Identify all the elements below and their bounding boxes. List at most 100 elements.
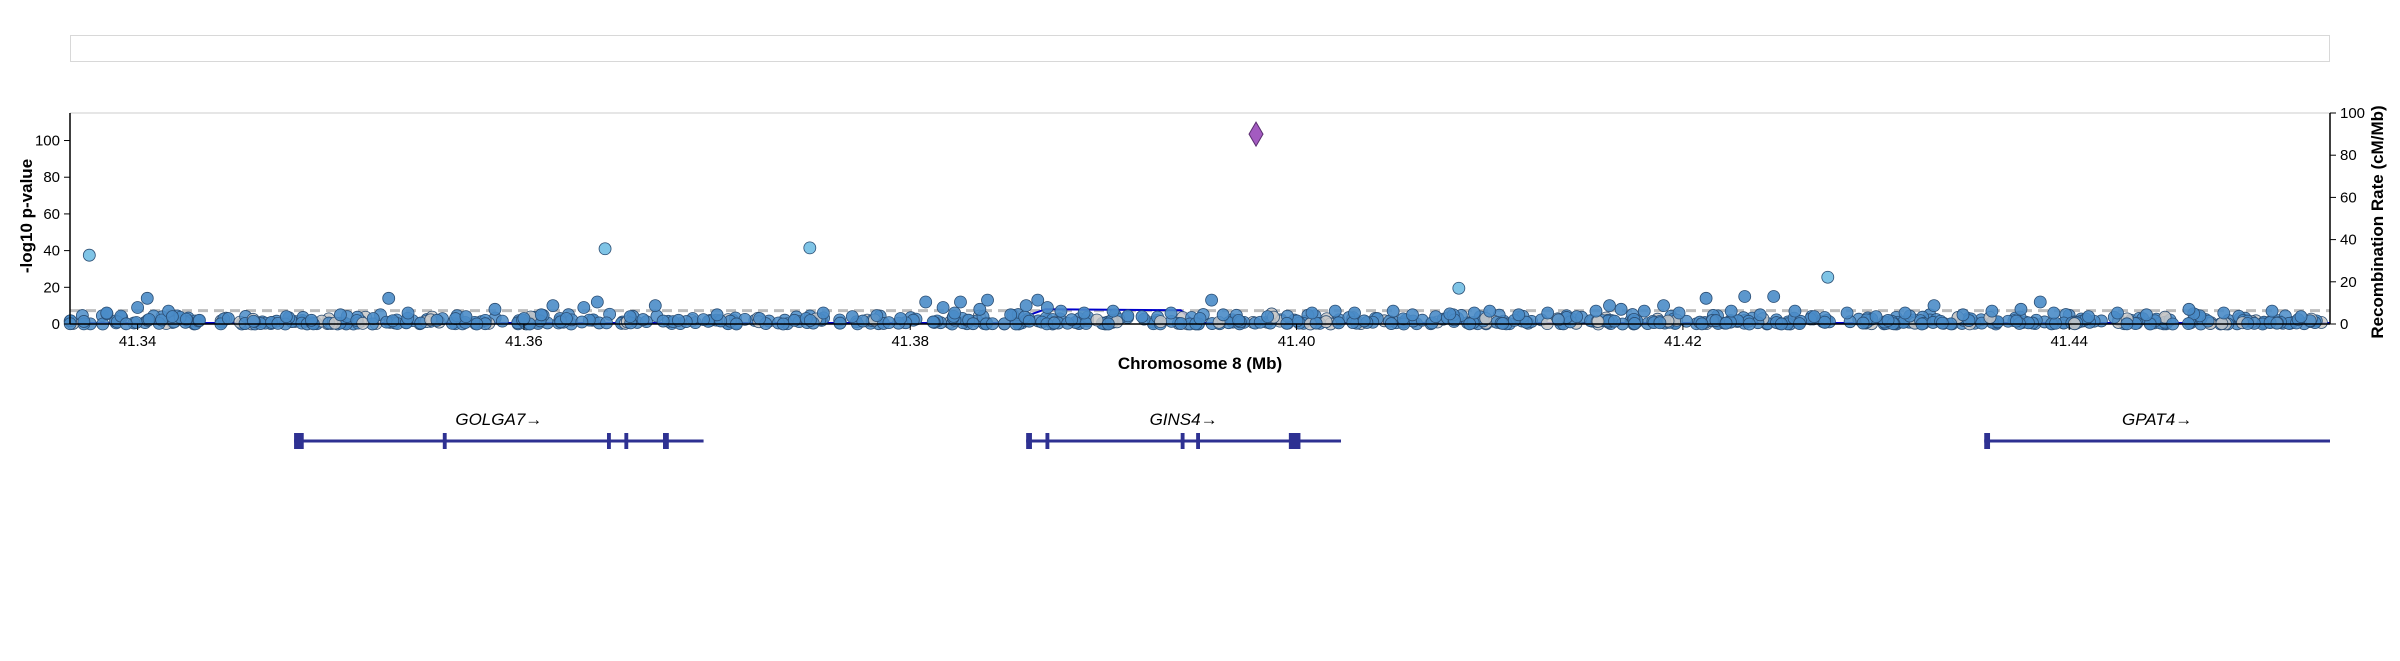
variant-point[interactable] [1724, 304, 1738, 318]
variant-point[interactable] [1135, 310, 1149, 324]
variant-point[interactable] [870, 309, 884, 323]
variant-point[interactable] [1348, 306, 1361, 320]
variant-point[interactable] [366, 312, 380, 325]
variant-point[interactable] [334, 308, 347, 322]
variant-point[interactable] [2082, 310, 2095, 324]
variant-point[interactable] [1840, 306, 1854, 320]
variant-point[interactable] [279, 310, 293, 324]
variant-point[interactable] [1467, 306, 1481, 320]
variant-point[interactable] [954, 295, 967, 309]
variant-point[interactable] [2182, 302, 2196, 316]
variant-point[interactable] [1332, 316, 1346, 330]
variant-point[interactable] [1570, 310, 1584, 324]
variant-point[interactable] [1818, 315, 1832, 329]
variant-point[interactable] [1589, 304, 1603, 318]
variant-point[interactable] [1216, 308, 1230, 322]
variant-point[interactable] [973, 302, 987, 316]
variant-point[interactable] [546, 299, 560, 313]
variant-point[interactable] [1205, 293, 1218, 307]
variant-point[interactable] [1357, 314, 1371, 328]
variant-point[interactable] [488, 302, 502, 316]
variant-point[interactable] [142, 313, 156, 326]
variant-point[interactable] [1019, 299, 1033, 313]
variant-point[interactable] [926, 315, 940, 329]
variant-point[interactable] [77, 315, 91, 328]
variant-point[interactable] [882, 316, 896, 330]
variant-point[interactable] [1261, 310, 1275, 324]
variant-point[interactable] [459, 310, 473, 324]
variant-point[interactable] [1927, 299, 1941, 313]
variant-point[interactable] [386, 314, 400, 328]
variant-point[interactable] [534, 308, 548, 322]
variant-point[interactable] [401, 306, 415, 320]
variant-point[interactable] [495, 314, 509, 328]
variant-point[interactable] [710, 308, 724, 322]
variant-point[interactable] [2009, 314, 2023, 328]
variant-point[interactable] [449, 312, 462, 325]
variant-point[interactable] [1164, 306, 1178, 320]
variant-point[interactable] [845, 310, 859, 324]
variant-point[interactable] [2294, 310, 2308, 324]
variant-point[interactable] [1767, 290, 1781, 303]
variant-point[interactable] [2265, 304, 2279, 318]
variant-point[interactable] [1106, 304, 1120, 318]
variant-point[interactable] [1657, 299, 1670, 313]
variant-point[interactable] [1328, 304, 1342, 318]
variant-point[interactable] [1898, 306, 1912, 320]
variant-point-highlighted[interactable] [82, 248, 96, 262]
variant-point[interactable] [1004, 308, 1018, 322]
variant-point[interactable] [1653, 316, 1667, 330]
variant-point[interactable] [1551, 313, 1565, 327]
variant-point[interactable] [1956, 308, 1970, 322]
variant-point[interactable] [1483, 304, 1497, 318]
variant-point[interactable] [697, 313, 710, 327]
variant-point[interactable] [1603, 299, 1616, 313]
variant-point-highlighted[interactable] [1452, 281, 1466, 295]
variant-point[interactable] [1429, 310, 1443, 324]
variant-point[interactable] [590, 295, 604, 309]
variant-point[interactable] [1406, 308, 1419, 322]
variant-point[interactable] [1041, 301, 1054, 314]
variant-point[interactable] [623, 310, 637, 324]
variant-point[interactable] [1090, 313, 1104, 327]
variant-point[interactable] [981, 293, 994, 307]
variant-point[interactable] [936, 301, 950, 314]
variant-point[interactable] [2140, 308, 2153, 322]
variant-point[interactable] [100, 306, 114, 320]
variant-point[interactable] [1121, 309, 1135, 323]
variant-point[interactable] [894, 312, 907, 325]
variant-point[interactable] [1022, 314, 1036, 328]
variant-point[interactable] [1614, 302, 1628, 316]
variant-point[interactable] [948, 306, 962, 320]
variant-point[interactable] [1738, 290, 1752, 303]
variant-point[interactable] [221, 312, 235, 325]
variant-point[interactable] [1591, 315, 1605, 328]
variant-point-highlighted[interactable] [598, 242, 612, 256]
variant-point[interactable] [1699, 291, 1713, 305]
lead-variant-diamond[interactable] [1248, 121, 1264, 148]
variant-point[interactable] [648, 299, 662, 313]
variant-point[interactable] [1869, 310, 1883, 324]
variant-point[interactable] [1985, 304, 1999, 318]
variant-point[interactable] [577, 301, 591, 314]
variant-point[interactable] [575, 315, 589, 329]
variant-point[interactable] [1047, 316, 1061, 330]
variant-point[interactable] [517, 312, 531, 325]
variant-point-highlighted[interactable] [1821, 270, 1835, 284]
variant-point[interactable] [1637, 304, 1651, 318]
variant-point[interactable] [131, 301, 145, 314]
variant-point[interactable] [1753, 308, 1767, 322]
variant-point[interactable] [179, 312, 193, 326]
variant-point-highlighted[interactable] [803, 241, 817, 255]
variant-point[interactable] [2270, 316, 2284, 330]
variant-point[interactable] [1788, 304, 1802, 318]
variant-point[interactable] [2111, 306, 2124, 320]
variant-point[interactable] [1443, 307, 1457, 321]
variant-point[interactable] [1719, 316, 1733, 330]
variant-point[interactable] [1541, 306, 1555, 320]
variant-point[interactable] [1856, 316, 1870, 330]
variant-point[interactable] [1386, 304, 1400, 318]
variant-point[interactable] [816, 306, 830, 320]
variant-point[interactable] [1672, 306, 1686, 320]
variant-point[interactable] [1054, 304, 1068, 318]
